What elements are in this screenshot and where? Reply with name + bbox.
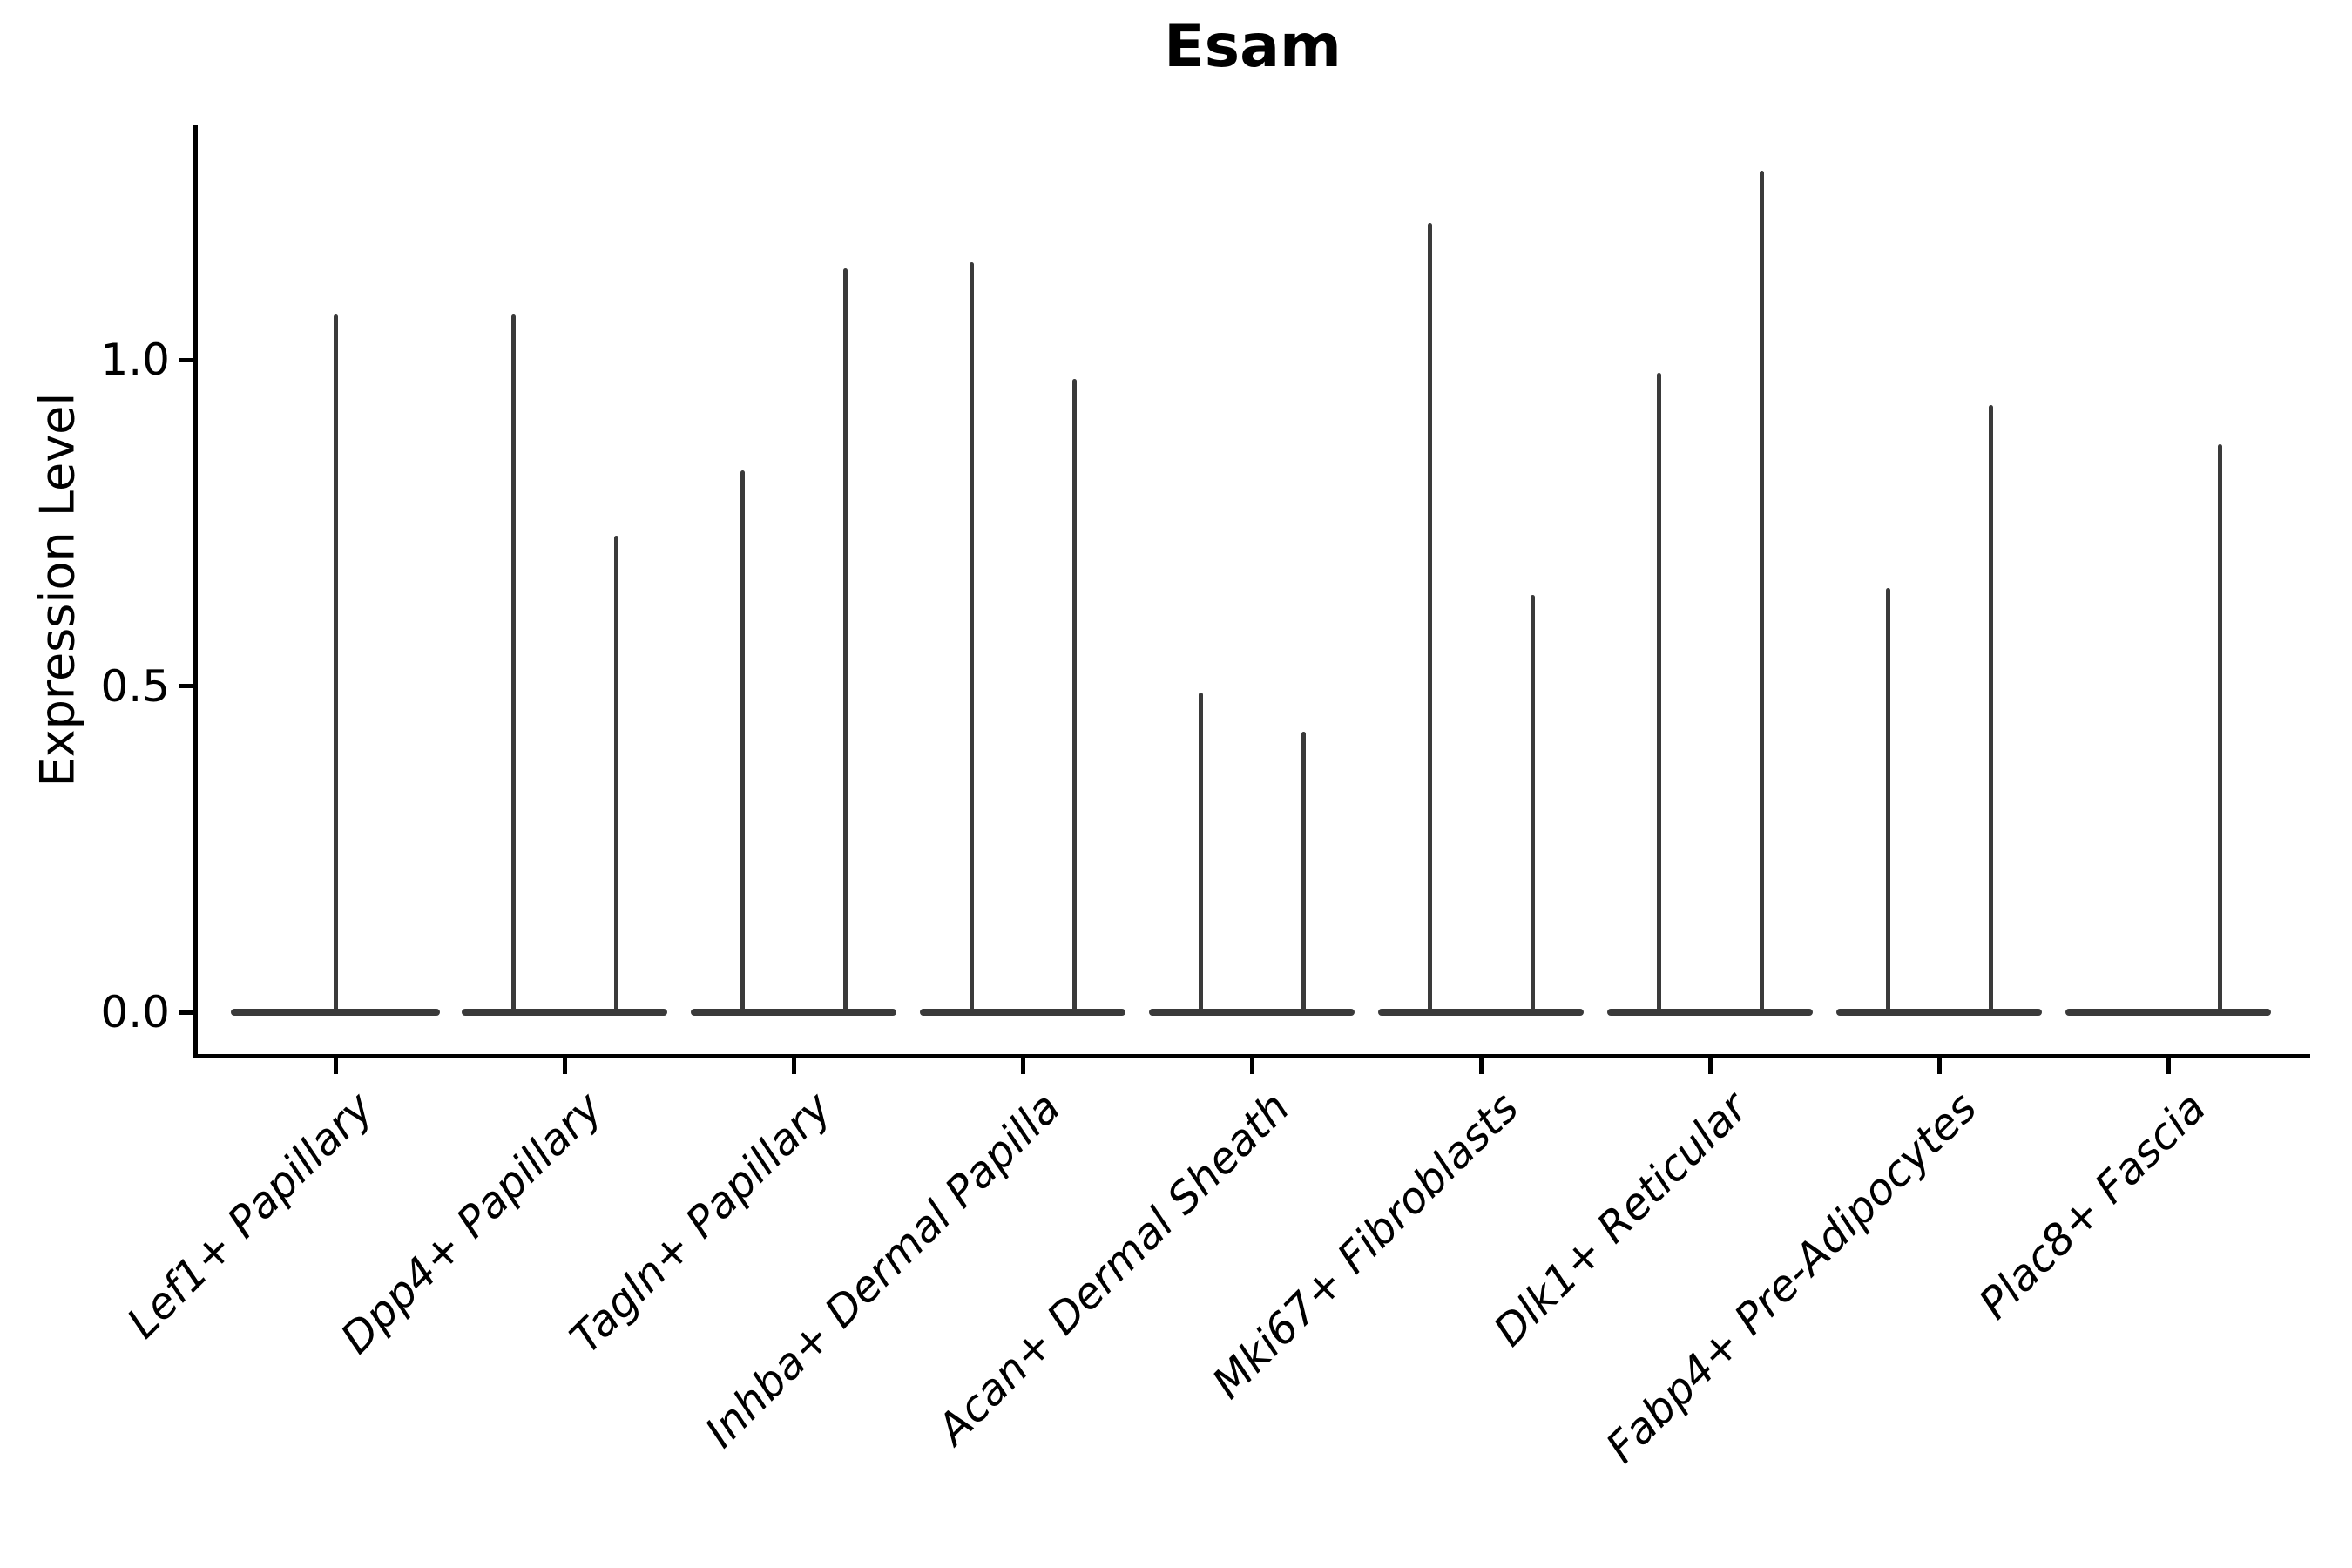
y-tick-label: 0.0 [100,987,170,1037]
violin-spike [1530,594,1535,1012]
y-axis-line [193,125,198,1058]
y-tick-mark [179,684,193,688]
y-tick-label: 0.5 [100,660,170,712]
violin-spike [1988,405,1993,1012]
violin-spike [2217,444,2222,1012]
y-axis-label: Expression Level [30,392,85,787]
x-tick-mark [2166,1058,2171,1074]
violin-spike [1301,731,1306,1012]
y-tick-label: 1.0 [100,335,170,385]
violin-base [1378,1009,1584,1016]
x-tick-label-7: Dlk1+ Reticular [1484,1083,1758,1356]
x-tick-mark [333,1058,338,1074]
violin-spike [1759,170,1764,1012]
x-tick-mark [791,1058,796,1074]
x-tick-label-9: Plac8+ Fascia [1969,1083,2216,1329]
violin-spike [1656,372,1661,1012]
violin-spike [1071,379,1077,1012]
x-axis-line [193,1054,2310,1058]
violin-spike [842,268,848,1012]
y-tick-mark [179,357,193,362]
violin-base [231,1009,440,1016]
violin-spike [740,470,745,1012]
violin-spike [1885,588,1890,1012]
x-tick-mark [1936,1058,1942,1074]
violin-base [920,1009,1125,1016]
x-tick-label-1: Lef1+ Papillary [118,1083,383,1348]
x-tick-label-8: Fabp4+ Pre-Adipocytes [1596,1083,1987,1473]
x-tick-mark [1478,1058,1484,1074]
violin-base [462,1009,667,1016]
x-tick-mark [562,1058,567,1074]
violin-spike [613,536,618,1012]
violin-base [1149,1009,1355,1016]
violin-base [691,1009,896,1016]
violin-base [2065,1009,2271,1016]
y-tick-mark [179,1010,193,1015]
violin-spike [333,314,338,1012]
violin-base [1836,1009,2042,1016]
x-tick-mark [1707,1058,1713,1074]
violin-spike [969,261,974,1012]
violin-spike [510,314,516,1012]
violin-spike [1427,222,1432,1012]
violin-base [1607,1009,1813,1016]
violin-spike [1198,692,1203,1012]
x-tick-mark [1020,1058,1025,1074]
x-tick-mark [1249,1058,1254,1074]
chart-title: Esam [1164,12,1342,81]
